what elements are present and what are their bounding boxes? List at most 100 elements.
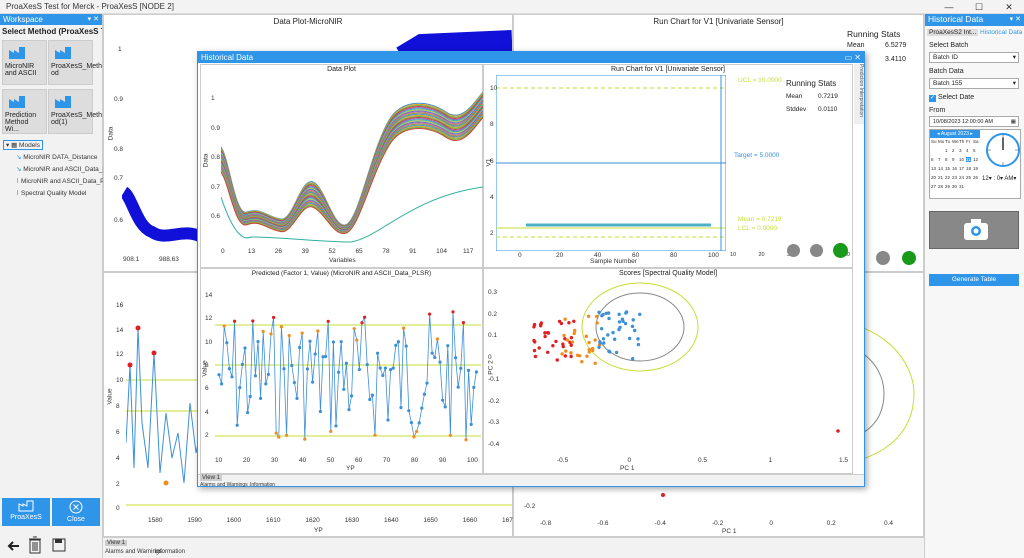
calendar-day[interactable]: 2 xyxy=(952,148,955,153)
predicted-point xyxy=(222,324,226,328)
calendar-day[interactable]: 16 xyxy=(952,166,958,171)
calendar-day[interactable]: 5 xyxy=(973,148,976,153)
calendar-day[interactable]: 15 xyxy=(945,166,951,171)
side-tab-prediction[interactable]: Prediction Interpretation xyxy=(854,64,864,124)
tab-historical-data[interactable]: Historical Data xyxy=(980,29,1023,36)
score-point xyxy=(537,346,541,350)
factory-icon xyxy=(9,47,25,59)
predicted-point xyxy=(347,408,351,412)
calendar-day[interactable]: 13 xyxy=(931,166,937,171)
x-tick: -0.4 xyxy=(654,520,666,527)
calendar-day[interactable]: 21 xyxy=(938,175,944,180)
calendar-day[interactable]: 23 xyxy=(952,175,958,180)
predicted-point xyxy=(402,326,406,330)
calendar-day[interactable]: 24 xyxy=(959,175,965,180)
maximize-button[interactable]: ☐ xyxy=(974,2,984,12)
tree-root-models[interactable]: ▾ ▦ Models xyxy=(3,140,44,150)
close-button[interactable]: Close xyxy=(52,498,100,526)
calendar-day[interactable]: 28 xyxy=(938,184,944,189)
calendar-day[interactable]: 22 xyxy=(945,175,951,180)
hist-window-header[interactable]: Historical Data ▭ ✕ xyxy=(198,52,864,63)
proaxess-button[interactable]: ProaXesS xyxy=(2,498,50,526)
predicted-point xyxy=(225,341,229,345)
tab-information[interactable]: Information xyxy=(155,549,186,555)
batch-id-select[interactable]: Batch ID ▾ xyxy=(929,52,1019,63)
predicted-point xyxy=(313,352,317,356)
y-tick: 2 xyxy=(490,230,494,237)
time-picker[interactable]: 12▾ : 0▾ AM▾ xyxy=(982,176,1017,182)
score-point xyxy=(586,314,591,318)
generate-table-button[interactable]: Generate Table xyxy=(929,274,1019,286)
calendar-day[interactable]: 30 xyxy=(952,184,958,189)
workspace-title: Workspace xyxy=(3,15,43,24)
tab-proaxess2[interactable]: ProaXesS2 Int... xyxy=(927,29,979,36)
tree-item[interactable]: ⌇ Spectral Quality Model xyxy=(16,189,86,197)
score-point xyxy=(569,343,573,347)
y-tick: 2 xyxy=(116,481,120,488)
x-tick: 1610 xyxy=(266,517,281,524)
score-point xyxy=(532,322,537,327)
calendar-day[interactable]: 9 xyxy=(952,157,955,162)
calendar-day[interactable]: 12 xyxy=(973,157,979,162)
calendar-day[interactable]: 11 xyxy=(966,157,971,162)
calendar-icon[interactable]: ▦ xyxy=(1010,119,1016,125)
calendar-day[interactable]: 26 xyxy=(973,175,979,180)
calendar-day[interactable]: 18 xyxy=(966,166,972,171)
clock-icon[interactable] xyxy=(985,132,1021,168)
pin-icon[interactable]: ▾ ✕ xyxy=(1009,16,1021,23)
y-tick: 14 xyxy=(116,327,124,334)
calendar-day[interactable]: 8 xyxy=(945,157,948,162)
calendar-day[interactable]: 31 xyxy=(959,184,965,189)
calendar-day[interactable]: 17 xyxy=(959,166,965,171)
back-arrow-icon[interactable] xyxy=(6,540,20,552)
tab-view1[interactable]: View 1 xyxy=(105,540,127,546)
tab-alarms[interactable]: Alarms and Warnings xyxy=(105,549,163,555)
predicted-point xyxy=(256,339,260,344)
predicted-point xyxy=(407,409,411,413)
calendar-day[interactable]: 14 xyxy=(938,166,944,171)
x-tick: 0 xyxy=(518,252,522,259)
save-icon[interactable] xyxy=(52,538,66,552)
select-date-checkbox[interactable]: ✓ Select Date xyxy=(929,94,974,102)
tab-alarms[interactable]: Alarms and Warnings xyxy=(200,482,248,488)
close-window-button[interactable]: ✕ xyxy=(1005,2,1013,12)
tab-information[interactable]: Information xyxy=(250,482,276,488)
calendar-day[interactable]: 6 xyxy=(931,157,934,162)
y-tick: -0.2 xyxy=(488,397,500,405)
tree-item[interactable]: ↘ MicroNIR and ASCII_Data_PLSR xyxy=(16,165,119,173)
calendar-day[interactable]: 7 xyxy=(938,157,941,162)
y-tick: 4 xyxy=(490,193,494,201)
method-tile[interactable]: Prediction Method Wi... xyxy=(2,89,47,134)
method-tile[interactable]: ProaXesS_Meth od xyxy=(48,40,102,85)
hist-bottom-tabs: View 1 Alarms and Warnings Information xyxy=(198,474,864,488)
tab-view1[interactable]: View 1 xyxy=(200,475,222,481)
prev-month-button[interactable]: ◂ xyxy=(937,131,940,137)
pin-icon[interactable]: ▾ ✕ xyxy=(87,16,99,23)
calendar-day[interactable]: 4 xyxy=(966,148,969,153)
x-tick: 90 xyxy=(439,457,447,464)
calendar-day[interactable]: 1 xyxy=(945,148,948,153)
tree-root-label: Models xyxy=(19,142,41,149)
hist-run-chart: Run Chart for V1 [Univariate Sensor] UCL… xyxy=(483,64,853,268)
calendar-day[interactable]: 3 xyxy=(959,148,962,153)
from-date-input[interactable]: 10/08/2023 12:00:00 AM ▦ xyxy=(929,116,1019,127)
window-controls-icon[interactable]: ▭ ✕ xyxy=(844,53,861,62)
calendar-day[interactable]: 20 xyxy=(931,175,937,180)
calendar-day[interactable]: 10 xyxy=(959,157,965,162)
trash-icon[interactable] xyxy=(28,536,42,554)
method-tile[interactable]: MicroNIR and ASCII xyxy=(2,40,47,85)
calendar-day[interactable]: 27 xyxy=(931,184,937,189)
calendar-day[interactable]: 29 xyxy=(945,184,951,189)
batch-select[interactable]: Batch 155 ▾ xyxy=(929,78,1019,89)
calendar-day[interactable]: 25 xyxy=(966,175,972,180)
calendar-day[interactable]: 19 xyxy=(973,166,979,171)
next-month-button[interactable]: ▸ xyxy=(970,131,973,137)
tree-item[interactable]: ⌇ MicroNIR and ASCII_Data_PC xyxy=(16,177,109,185)
method-tile[interactable]: ProaXesS_Meth od(1) xyxy=(48,89,102,134)
x-tick: 10 xyxy=(730,252,737,258)
predicted-point xyxy=(383,366,387,370)
minimize-button[interactable]: — xyxy=(944,2,954,12)
camera-button[interactable] xyxy=(929,211,1019,249)
y-tick: 0.7 xyxy=(114,175,124,182)
tree-item[interactable]: ↘ MicroNIR DATA_Distance xyxy=(16,153,97,161)
